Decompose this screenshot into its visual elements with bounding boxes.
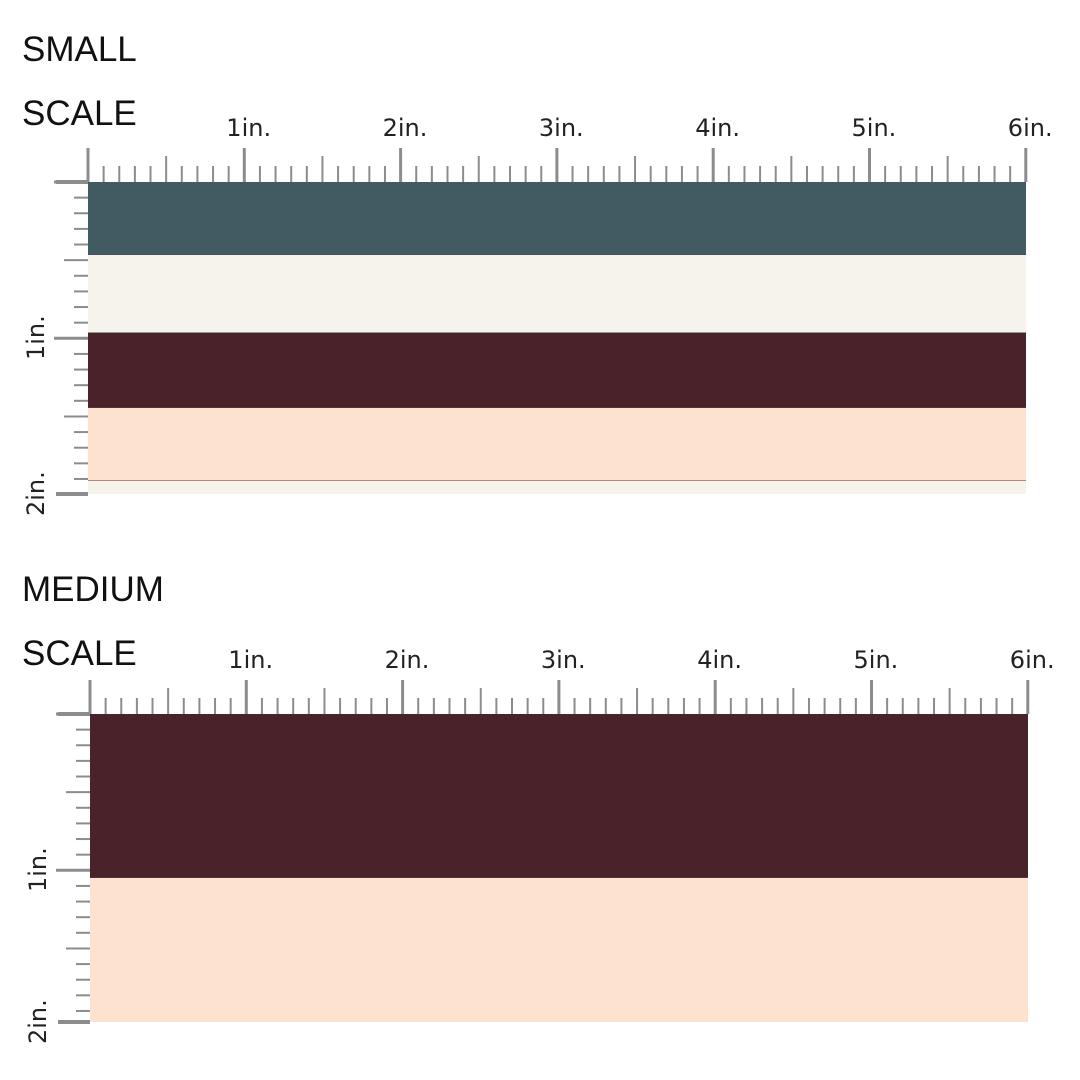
stripe-peach [88, 408, 1026, 481]
ruler-h-label: 2in. [382, 114, 428, 142]
medium-scale-title: MEDIUM SCALE [22, 570, 164, 673]
ruler-h-label: 4in. [697, 646, 742, 674]
ruler-v-label: 1in. [24, 847, 52, 893]
ruler-v-label: 2in. [22, 471, 50, 516]
stripe-cream [88, 481, 1026, 494]
ruler-h-label: 1in. [226, 114, 272, 142]
ruler-h-label: 5in. [853, 646, 899, 674]
stripe-cream [88, 255, 1026, 333]
ruler-h-label: 3in. [538, 114, 584, 142]
stripe-burgundy [88, 333, 1026, 408]
stripe-slate-blue [88, 182, 1026, 255]
ruler-h-label: 2in. [384, 646, 430, 674]
small-scale-swatch [88, 182, 1026, 494]
stripe-burgundy [90, 714, 1028, 878]
ruler-h-label: 6in. [1007, 114, 1053, 142]
stripe-peach [90, 878, 1028, 1022]
ruler-h-label: 5in. [851, 114, 897, 142]
medium-scale-swatch [90, 714, 1028, 1022]
small-scale-ruler [54, 148, 1028, 496]
medium-scale-ruler [56, 680, 1030, 1024]
ruler-h-label: 4in. [695, 114, 740, 142]
ruler-v-label: 1in. [22, 315, 50, 361]
small-scale-title: SMALL SCALE [22, 30, 137, 133]
ruler-h-label: 3in. [540, 646, 586, 674]
ruler-h-label: 6in. [1009, 646, 1055, 674]
medium-scale-section: MEDIUM SCALE 1in. 2in. 3in. 4in. 5in. 6in. 1in… [0, 540, 1080, 1080]
ruler-v-label: 2in. [24, 999, 52, 1044]
ruler-h-label: 1in. [228, 646, 274, 674]
small-scale-section: SMALL SCALE 1in. 2in. 3in. 4in. 5in. 6in. 1in.… [22, 30, 1053, 516]
